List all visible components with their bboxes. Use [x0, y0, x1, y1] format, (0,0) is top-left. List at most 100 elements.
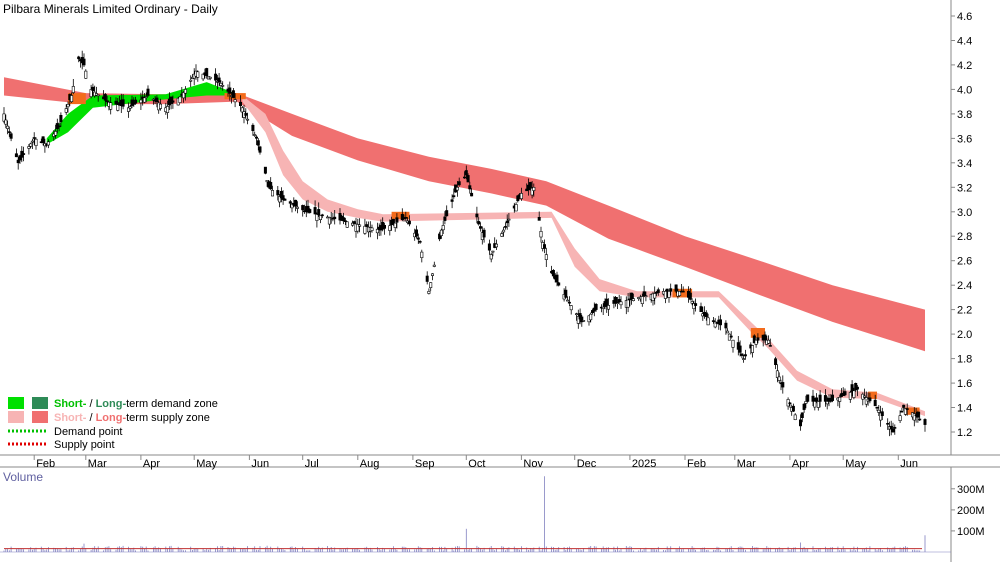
candle-body	[470, 192, 474, 197]
candle	[889, 420, 893, 436]
candle-body	[270, 190, 274, 197]
candle	[318, 215, 322, 224]
candle	[183, 86, 187, 101]
candle	[308, 208, 312, 214]
y-tick-label: 2.2	[957, 305, 972, 317]
candle-body	[578, 313, 582, 320]
candle	[468, 181, 472, 194]
candle	[619, 296, 623, 309]
candle-body	[788, 402, 792, 405]
candle-body	[109, 102, 113, 110]
candle	[567, 296, 571, 306]
y-tick-label: 2.8	[957, 231, 972, 243]
x-tick-label: Jun	[251, 458, 269, 470]
candle-body	[850, 384, 854, 392]
candle	[694, 298, 698, 312]
candle	[214, 68, 218, 86]
candle	[564, 286, 568, 299]
candle	[420, 249, 424, 263]
candle	[768, 338, 772, 347]
candle	[350, 220, 354, 227]
candle	[29, 142, 33, 149]
candle-body	[345, 221, 349, 228]
candle-body	[77, 56, 81, 60]
candle	[345, 221, 349, 228]
candle-body	[606, 305, 610, 310]
candle-body	[327, 217, 331, 225]
candle-body	[219, 83, 223, 86]
candle-body	[9, 133, 13, 139]
candle	[196, 70, 200, 82]
candle	[918, 411, 922, 421]
candle-body	[923, 419, 927, 425]
candle-body	[128, 106, 132, 109]
candle	[830, 389, 834, 403]
candle-body	[30, 140, 34, 143]
candle-body	[183, 89, 187, 94]
candle	[825, 396, 829, 410]
candle	[781, 375, 785, 394]
candle-body	[127, 107, 131, 112]
y-tick-label: 3.0	[957, 207, 972, 219]
candle-body	[843, 391, 847, 396]
candle-body	[740, 353, 744, 356]
candle-body	[800, 412, 804, 418]
candle-body	[363, 225, 367, 234]
candle-body	[574, 313, 578, 316]
x-tick-label: Nov	[523, 458, 543, 470]
candle	[665, 288, 669, 299]
candle	[231, 88, 235, 99]
candle-body	[294, 199, 298, 207]
candle	[537, 211, 541, 221]
candle	[82, 53, 86, 67]
candle-body	[233, 99, 237, 103]
candle	[690, 298, 694, 306]
candle	[105, 95, 109, 104]
candle	[128, 104, 132, 112]
candle-body	[756, 337, 760, 341]
candle	[582, 320, 586, 322]
candle-body	[425, 275, 429, 282]
candle-body	[439, 229, 443, 237]
candle-body	[308, 209, 312, 213]
candle	[313, 200, 317, 215]
candle	[706, 313, 710, 326]
candle-body	[414, 229, 418, 237]
candle-body	[22, 153, 26, 155]
candle-body	[105, 100, 109, 102]
candle-body	[713, 321, 717, 328]
candle-body	[566, 299, 570, 302]
legend-supply-point-label: Supply point	[54, 439, 115, 451]
candle	[775, 364, 779, 383]
candle	[557, 282, 561, 287]
candle-body	[143, 97, 147, 103]
candle-body	[830, 394, 834, 401]
candle	[251, 123, 255, 136]
x-tick-label: Mar	[737, 458, 756, 470]
candle	[333, 210, 337, 225]
candle	[255, 135, 259, 145]
candle	[317, 202, 321, 217]
candle	[731, 339, 735, 353]
candle-body	[7, 131, 11, 133]
candle-body	[726, 330, 730, 334]
candle-body	[656, 289, 660, 293]
candle	[898, 410, 902, 423]
candle-body	[877, 409, 881, 413]
candle-body	[432, 264, 436, 267]
legend-supply-long-text: Long-	[96, 412, 127, 424]
candle-body	[356, 224, 360, 232]
candle-body	[823, 395, 827, 402]
y-tick-label: 4.4	[957, 36, 972, 48]
candle-body	[6, 125, 10, 129]
candle-body	[342, 217, 346, 222]
candle-body	[445, 210, 449, 217]
candle	[182, 91, 186, 103]
candle-body	[768, 345, 772, 347]
candle	[752, 334, 756, 344]
candle	[462, 171, 466, 179]
candle	[539, 226, 543, 243]
candle-body	[258, 146, 262, 153]
candle-body	[27, 146, 31, 149]
candle-body	[852, 390, 856, 398]
